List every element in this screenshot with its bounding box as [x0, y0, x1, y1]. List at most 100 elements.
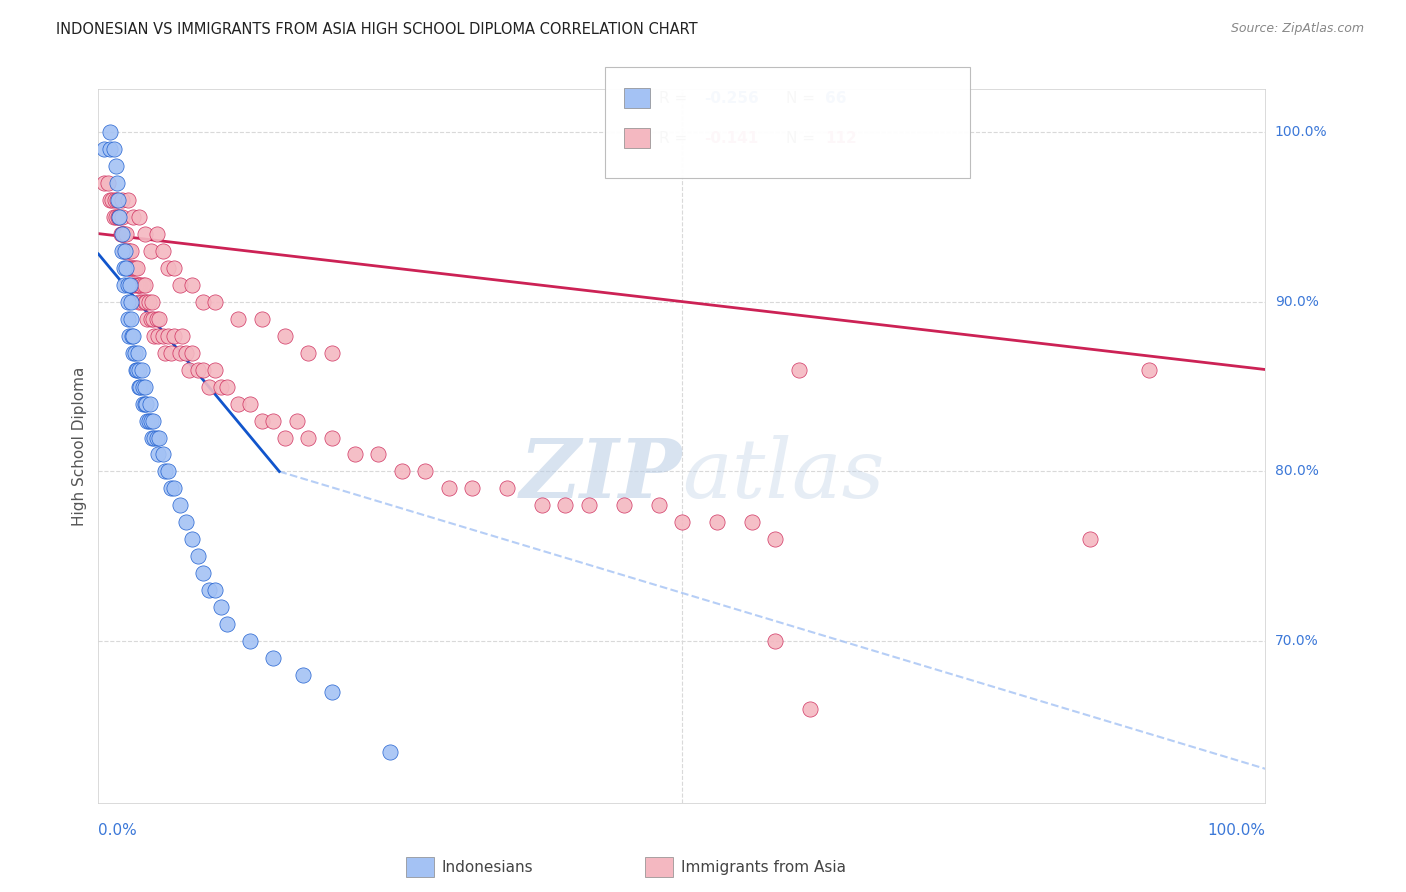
Text: 80.0%: 80.0% [1275, 465, 1319, 478]
Point [157, 260, 180, 275]
Point [120, 294, 142, 309]
Point [125, 277, 148, 292]
Point [104, 193, 127, 207]
Point [239, 634, 262, 648]
Point [143, 430, 166, 444]
Point [530, 499, 553, 513]
Point [128, 277, 150, 292]
Point [274, 430, 297, 444]
Point [127, 345, 149, 359]
Point [169, 277, 191, 292]
Point [111, 227, 134, 241]
Text: R =: R = [659, 91, 693, 105]
Point [141, 430, 163, 444]
Point [139, 413, 162, 427]
Point [98, 125, 121, 139]
Point [380, 745, 402, 759]
Point [128, 294, 150, 309]
Point [142, 311, 165, 326]
Point [117, 311, 139, 326]
Text: INDONESIAN VS IMMIGRANTS FROM ASIA HIGH SCHOOL DIPLOMA CORRELATION CHART: INDONESIAN VS IMMIGRANTS FROM ASIA HIGH … [56, 22, 697, 37]
Point [146, 227, 169, 241]
Point [367, 448, 389, 462]
Point [129, 379, 152, 393]
Point [209, 379, 232, 393]
Point [321, 430, 343, 444]
Point [291, 668, 314, 682]
Text: 66: 66 [825, 91, 846, 105]
Point [169, 345, 191, 359]
Point [134, 277, 156, 292]
Point [152, 448, 174, 462]
Point [1080, 533, 1102, 547]
Point [157, 465, 180, 479]
Point [122, 277, 145, 292]
Point [741, 516, 763, 530]
Point [118, 260, 141, 275]
Point [131, 362, 153, 376]
Point [180, 345, 202, 359]
Point [461, 482, 484, 496]
Point [193, 566, 215, 581]
Point [239, 396, 262, 410]
Point [120, 244, 142, 258]
Text: N =: N = [786, 131, 820, 145]
Point [148, 430, 170, 444]
Point [139, 311, 162, 326]
Text: 90.0%: 90.0% [1275, 294, 1319, 309]
Point [204, 294, 226, 309]
Point [153, 345, 176, 359]
Point [180, 277, 202, 292]
Text: atlas: atlas [682, 434, 884, 515]
Point [107, 210, 129, 224]
Point [105, 193, 128, 207]
Point [132, 379, 155, 393]
Point [152, 328, 174, 343]
Point [146, 328, 169, 343]
Point [143, 328, 166, 343]
Point [262, 413, 284, 427]
Point [117, 193, 139, 207]
Point [321, 685, 343, 699]
Point [344, 448, 367, 462]
Point [104, 210, 127, 224]
Point [146, 430, 169, 444]
Text: 100.0%: 100.0% [1275, 125, 1327, 138]
Point [103, 210, 125, 224]
Point [101, 193, 124, 207]
Point [152, 244, 174, 258]
Point [112, 244, 135, 258]
Text: -0.256: -0.256 [704, 91, 759, 105]
Point [127, 277, 149, 292]
Point [262, 651, 284, 665]
Point [128, 362, 150, 376]
Point [285, 413, 308, 427]
Point [114, 244, 136, 258]
Point [125, 260, 148, 275]
Point [153, 465, 176, 479]
Point [763, 634, 786, 648]
Point [228, 311, 250, 326]
Point [118, 244, 141, 258]
Point [274, 328, 297, 343]
Point [193, 362, 215, 376]
Point [138, 413, 160, 427]
Point [124, 260, 146, 275]
Point [108, 210, 131, 224]
Point [172, 328, 194, 343]
Point [135, 294, 157, 309]
Point [613, 499, 636, 513]
Point [671, 516, 693, 530]
Point [169, 499, 191, 513]
Text: 0.0%: 0.0% [98, 823, 138, 838]
Point [193, 294, 215, 309]
Point [297, 430, 319, 444]
Text: -0.141: -0.141 [704, 131, 759, 145]
Text: Source: ZipAtlas.com: Source: ZipAtlas.com [1230, 22, 1364, 36]
Point [117, 294, 139, 309]
Point [134, 379, 156, 393]
Point [107, 193, 129, 207]
Point [146, 311, 169, 326]
Point [112, 260, 135, 275]
Point [163, 328, 186, 343]
